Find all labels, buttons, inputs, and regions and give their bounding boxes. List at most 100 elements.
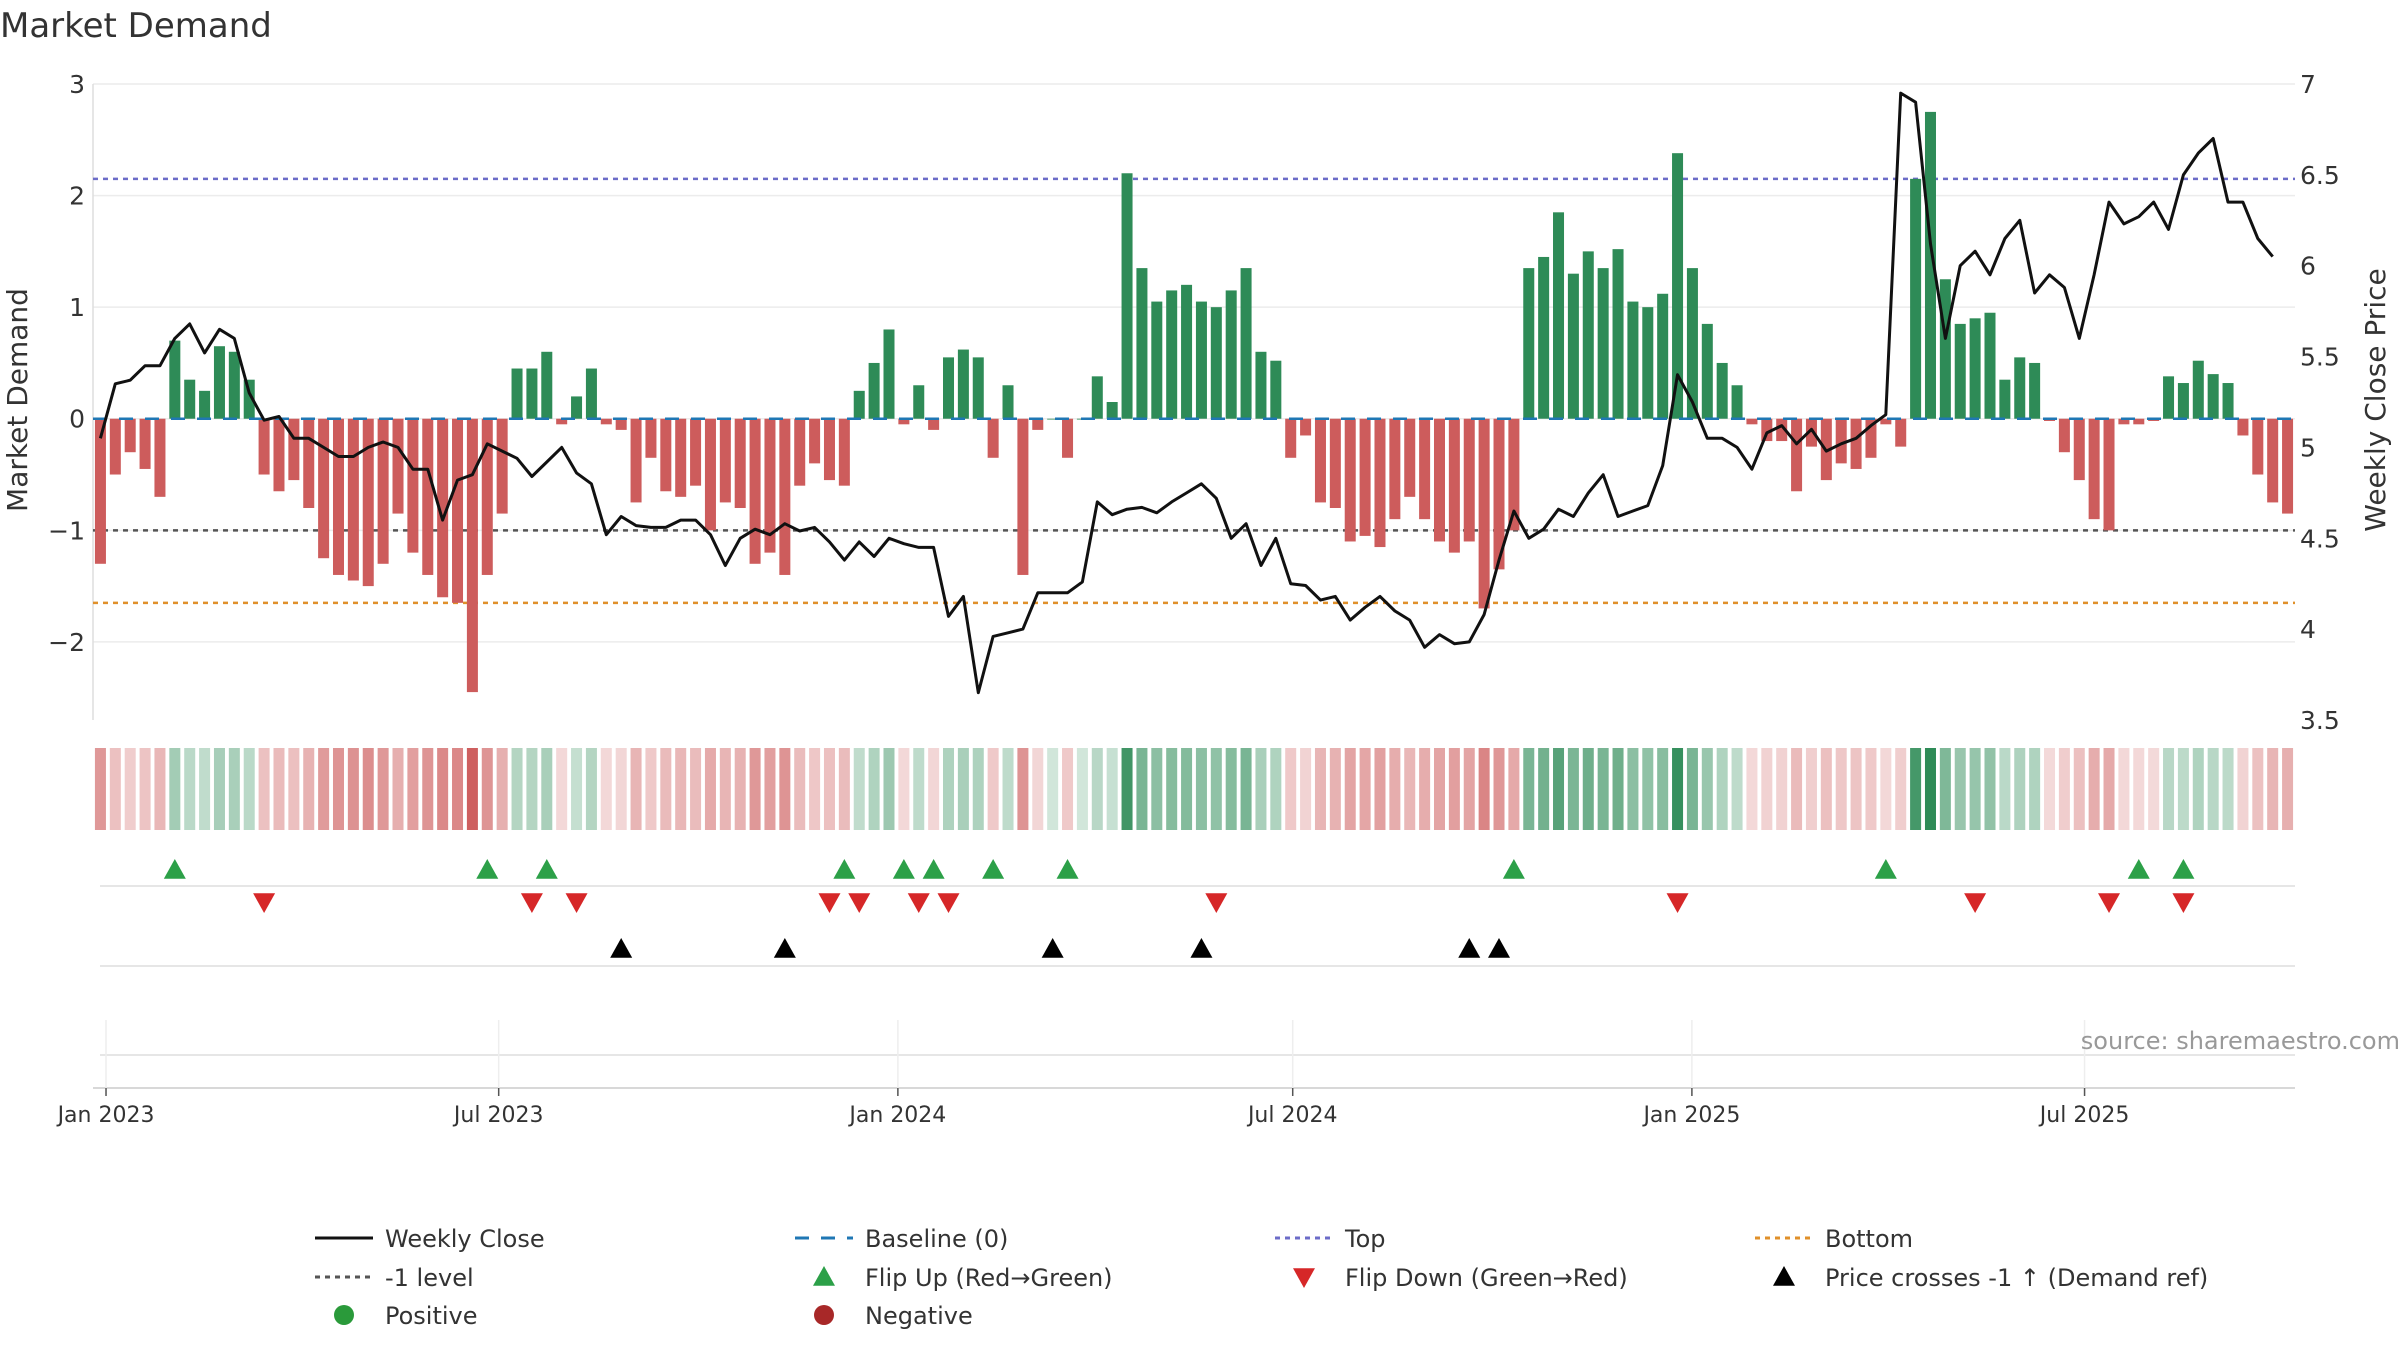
heat-cell-82 [1314,748,1326,830]
demand-bar-20 [392,418,404,514]
demand-bar-89 [1419,418,1431,520]
demand-bar-3 [139,418,151,469]
heat-cell-98 [1553,748,1565,830]
demand-bar-99 [1567,273,1579,419]
legend-symbol-9 [814,1305,834,1325]
heat-cell-26 [481,748,493,830]
heat-cell-62 [1017,748,1029,830]
heat-cell-12 [273,748,285,830]
demand-bar-73 [1181,284,1193,419]
heat-cell-18 [362,748,374,830]
demand-bar-88 [1404,418,1416,497]
y-tick-right-5: 4.5 [2300,524,2340,553]
y-ticks-left: 3 2 1 0 −1 −2 [48,70,85,657]
flip-up-marker-60 [982,859,1005,879]
heat-cell-95 [1508,748,1520,830]
heat-cell-123 [1924,748,1936,830]
demand-bar-1 [109,418,121,475]
demand-bar-82 [1314,418,1326,503]
flip-down-marker-126 [1964,893,1987,913]
price-cross-marker-46 [773,938,796,958]
demand-bar-26 [481,418,493,575]
demand-bar-71 [1151,301,1163,419]
heat-cell-129 [2014,748,2026,830]
demand-bar-14 [303,418,315,508]
demand-bar-36 [630,418,642,503]
heat-cell-66 [1076,748,1088,830]
demand-bar-87 [1389,418,1401,520]
y-tick-left-5: −2 [48,628,85,657]
heat-cell-42 [719,748,731,830]
heat-cell-103 [1627,748,1639,830]
heat-cell-86 [1374,748,1386,830]
signal-markers [100,859,2295,1056]
heat-cell-31 [556,748,568,830]
heat-cell-55 [913,748,925,830]
demand-bar-111 [1746,418,1758,425]
heat-cell-21 [407,748,419,830]
demand-bar-59 [972,357,984,419]
heat-cell-112 [1761,748,1773,830]
heat-cell-115 [1805,748,1817,830]
heat-cell-116 [1820,748,1832,830]
heat-cell-33 [585,748,597,830]
demand-bar-2 [124,418,136,453]
heat-cell-9 [228,748,240,830]
demand-bar-61 [1002,385,1014,419]
heat-cell-47 [794,748,806,830]
flip-up-marker-5 [163,859,186,879]
y-tick-left-2: 1 [69,293,85,322]
flip-down-marker-49 [818,893,841,913]
demand-bar-129 [2014,357,2026,419]
legend-label-0: Weekly Close [385,1225,545,1253]
demand-bar-35 [615,418,627,430]
heat-cell-131 [2044,748,2056,830]
demand-bar-21 [407,418,419,553]
heat-cell-81 [1300,748,1312,830]
demand-bar-118 [1850,418,1862,469]
heat-cell-130 [2029,748,2041,830]
heat-cell-37 [645,748,657,830]
demand-bar-136 [2118,418,2130,425]
heat-cell-7 [199,748,211,830]
demand-bar-46 [779,418,791,575]
heat-cell-117 [1835,748,1847,830]
y-tick-right-0: 7 [2300,70,2316,99]
heat-cell-35 [615,748,627,830]
demand-bar-122 [1910,178,1922,419]
heat-cell-17 [347,748,359,830]
heat-cell-104 [1642,748,1654,830]
demand-bar-23 [437,418,449,598]
demand-bar-142 [2207,374,2219,419]
demand-bar-63 [1032,418,1044,430]
demand-bar-18 [362,418,374,587]
heat-cell-89 [1419,748,1431,830]
demand-bar-25 [466,418,478,693]
heat-cell-34 [600,748,612,830]
heat-cell-70 [1136,748,1148,830]
x-tick-label-0: Jan 2023 [56,1103,155,1128]
legend-label-2: Top [1344,1225,1386,1253]
price-cross-marker-94 [1488,938,1511,958]
legend-label-9: Negative [865,1302,973,1330]
flip-up-marker-137 [2127,859,2150,879]
demand-bar-106 [1672,153,1684,419]
heat-cell-139 [2163,748,2175,830]
heat-cell-68 [1106,748,1118,830]
legend-label-5: Flip Up (Red→Green) [865,1264,1113,1292]
demand-bar-74 [1195,301,1207,419]
heat-cell-57 [943,748,955,830]
heat-cell-0 [94,748,106,830]
legend-label-1: Baseline (0) [865,1225,1008,1253]
flip-down-marker-75 [1205,893,1228,913]
y-axis-label-left: Market Demand [1,288,34,512]
demand-bar-146 [2267,418,2279,503]
demand-bar-114 [1791,418,1803,492]
heat-cell-135 [2103,748,2115,830]
demand-bar-141 [2192,360,2204,419]
heat-cell-5 [169,748,181,830]
weekly-close-series [98,91,2274,695]
x-tick-label-2: Jan 2024 [847,1103,946,1128]
demand-bar-102 [1612,249,1624,419]
y-tick-left-0: 3 [69,70,85,99]
